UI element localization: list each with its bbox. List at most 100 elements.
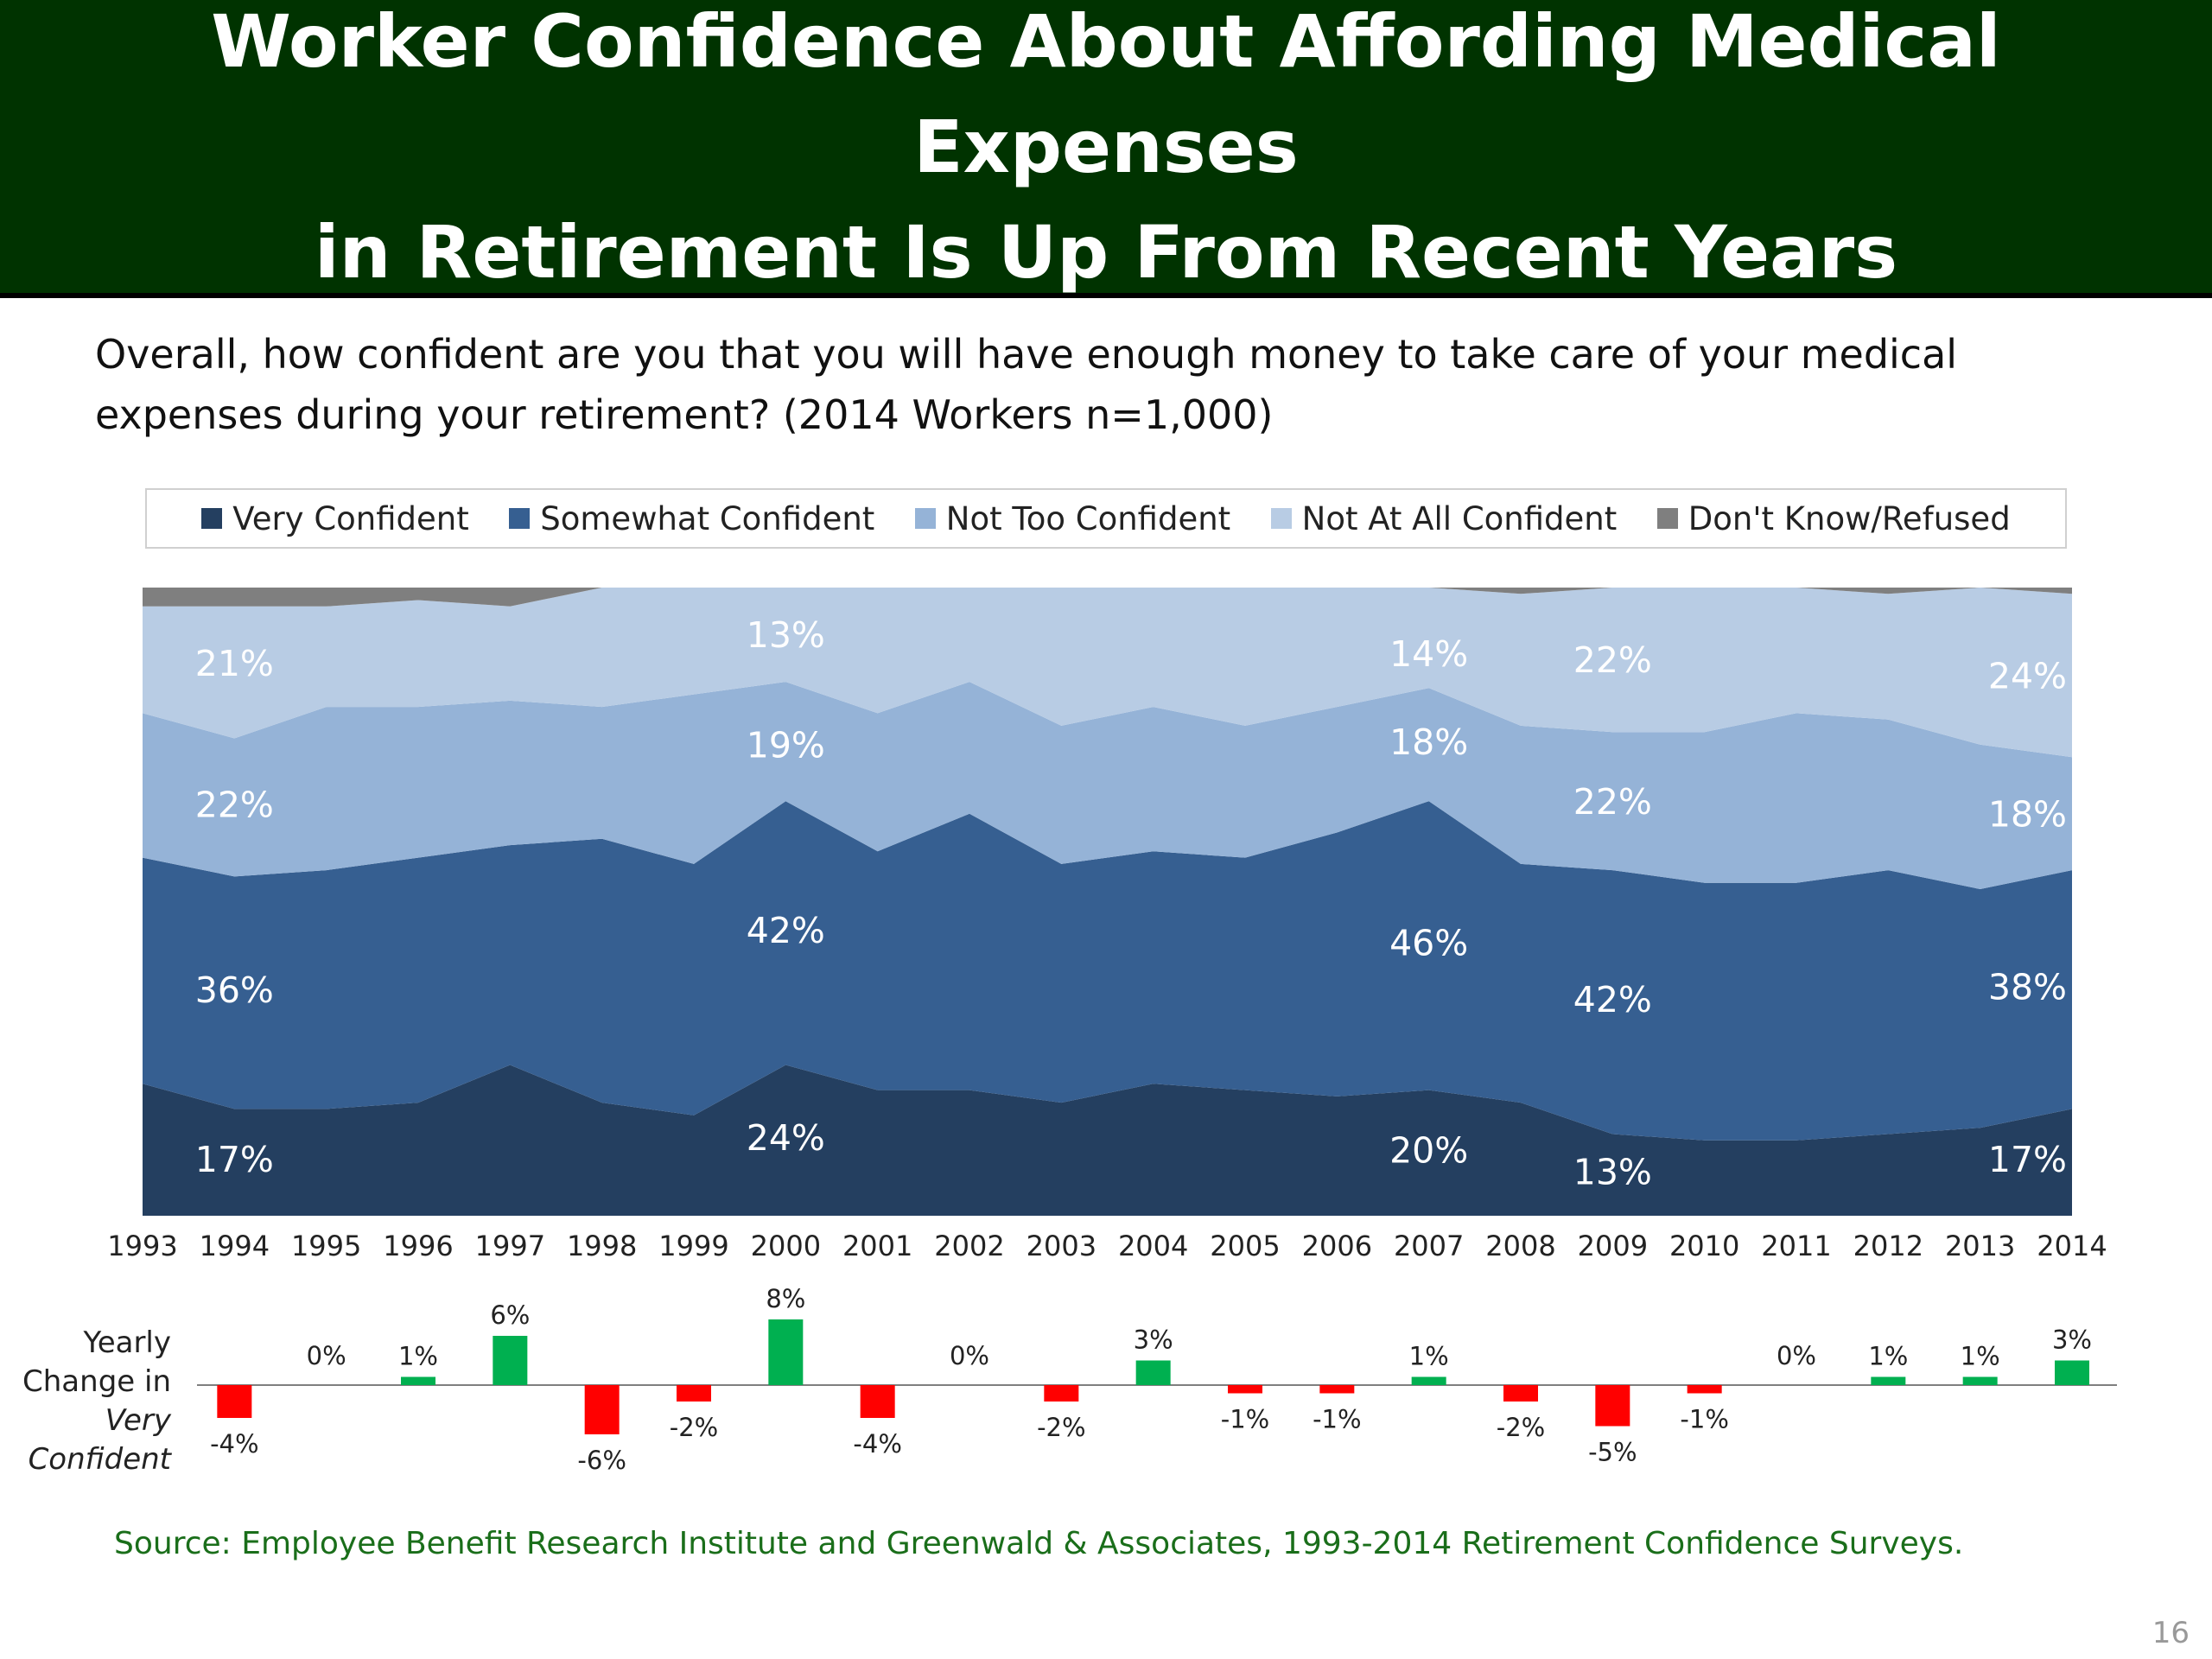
change-bar (217, 1385, 252, 1418)
x-tick-label: 1996 (383, 1230, 453, 1262)
x-tick-label: 1995 (291, 1230, 361, 1262)
data-label: 14% (1389, 633, 1468, 675)
change-bar (1411, 1376, 1446, 1385)
data-label: 22% (1573, 639, 1652, 681)
title-banner: Worker Confidence About Affording Medica… (0, 0, 2212, 298)
x-tick-label: 2003 (1027, 1230, 1096, 1262)
x-tick-label: 1999 (658, 1230, 728, 1262)
change-bar (1044, 1385, 1079, 1402)
change-bar (768, 1319, 804, 1385)
change-label: 6% (490, 1300, 530, 1330)
change-label: -1% (1221, 1405, 1269, 1434)
legend-swatch (509, 508, 531, 529)
x-tick-label: 2005 (1210, 1230, 1280, 1262)
change-bar (2055, 1360, 2089, 1385)
x-tick-label: 2011 (1761, 1230, 1831, 1262)
data-label: 13% (747, 614, 825, 656)
change-row-label: Yearly (82, 1325, 171, 1360)
change-bar (493, 1336, 528, 1385)
x-tick-label: 1998 (567, 1230, 637, 1262)
data-label: 21% (195, 643, 274, 684)
data-label: 20% (1389, 1129, 1468, 1171)
legend-item: Not At All Confident (1270, 499, 1618, 537)
change-label: 3% (2052, 1325, 2092, 1355)
x-tick-label: 2008 (1485, 1230, 1555, 1262)
change-label: -2% (670, 1413, 718, 1442)
change-label: -1% (1313, 1405, 1361, 1434)
change-label: 3% (1134, 1325, 1173, 1355)
change-label: -2% (1037, 1413, 1085, 1442)
chart-legend: Very Confident Somewhat Confident Not Too … (145, 488, 2067, 549)
change-bar (1319, 1385, 1355, 1394)
change-row-label: Very (105, 1403, 172, 1438)
legend-label: Don't Know/Refused (1688, 499, 2011, 537)
change-bar (584, 1385, 620, 1434)
x-tick-label: 2010 (1669, 1230, 1739, 1262)
data-label: 22% (195, 784, 274, 825)
change-label: 1% (1961, 1342, 2000, 1371)
change-label: -5% (1588, 1438, 1637, 1467)
data-label: 17% (195, 1139, 274, 1180)
x-tick-label: 2014 (2037, 1230, 2107, 1262)
change-bar (860, 1385, 895, 1418)
change-bar (1871, 1376, 1906, 1385)
change-bar (1228, 1385, 1262, 1394)
change-bar (677, 1385, 711, 1402)
change-label: -1% (1680, 1405, 1728, 1434)
data-label: 38% (1988, 966, 2067, 1007)
change-label: 1% (1409, 1342, 1449, 1371)
legend-item: Very Confident (201, 500, 469, 537)
legend-item: Somewhat Confident (509, 500, 874, 537)
data-label: 42% (1573, 979, 1652, 1020)
data-label: 46% (1389, 922, 1468, 963)
area-series (143, 801, 2072, 1141)
change-bar (1595, 1385, 1630, 1427)
change-label: 0% (1777, 1341, 1816, 1370)
area-series (143, 1065, 2072, 1216)
x-tick-label: 2000 (751, 1230, 821, 1262)
change-label: 1% (1868, 1342, 1908, 1371)
change-bar (1503, 1385, 1538, 1402)
data-label: 18% (1988, 793, 2067, 835)
data-label: 13% (1573, 1152, 1652, 1193)
legend-label: Not At All Confident (1301, 499, 1618, 537)
legend-label: Very Confident (232, 499, 469, 537)
data-label: 18% (1389, 721, 1468, 763)
change-bar (1687, 1385, 1722, 1394)
area-series (143, 588, 2072, 607)
x-tick-label: 1994 (200, 1230, 270, 1262)
x-tick-label: 2013 (1945, 1230, 2015, 1262)
data-label: 22% (1573, 781, 1652, 823)
x-tick-label: 1997 (475, 1230, 545, 1262)
slide-title: Worker Confidence About Affording Medica… (211, 0, 2001, 295)
change-label: -6% (577, 1446, 626, 1475)
x-tick-label: 2012 (1853, 1230, 1923, 1262)
x-tick-label: 2004 (1118, 1230, 1188, 1262)
chart-area: 17% 36% 22% 21% 24% 42% 19% 13% 20% 46% 18% 14% 13% 4… (22, 588, 2117, 1477)
change-bar (1135, 1360, 1171, 1385)
legend-label: Not Too Confident (945, 499, 1231, 537)
change-label: 0% (950, 1341, 989, 1370)
x-tick-label: 2002 (934, 1230, 1004, 1262)
change-label: 8% (766, 1284, 805, 1313)
area-series (143, 682, 2072, 889)
x-tick-label: 2001 (842, 1230, 912, 1262)
change-label: -2% (1497, 1413, 1545, 1442)
change-row-label: Change in (22, 1364, 171, 1399)
legend-item: Not Too Confident (914, 499, 1231, 537)
x-tick-label: 2009 (1578, 1230, 1648, 1262)
survey-question: Overall, how confident are you that you … (95, 331, 1958, 438)
data-label: 36% (195, 969, 274, 1011)
data-label: 24% (747, 1117, 825, 1159)
data-label: 24% (1988, 655, 2067, 696)
page-number: 16 (2152, 1616, 2190, 1650)
change-label: 1% (398, 1342, 438, 1371)
x-tick-label: 2006 (1302, 1230, 1372, 1262)
legend-swatch (1270, 508, 1292, 529)
legend-label: Somewhat Confident (540, 499, 875, 537)
legend-swatch (1656, 508, 1678, 529)
change-bar (1962, 1376, 1998, 1385)
legend-swatch (201, 508, 223, 529)
area-series (143, 588, 2072, 758)
data-label: 17% (1988, 1139, 2067, 1180)
